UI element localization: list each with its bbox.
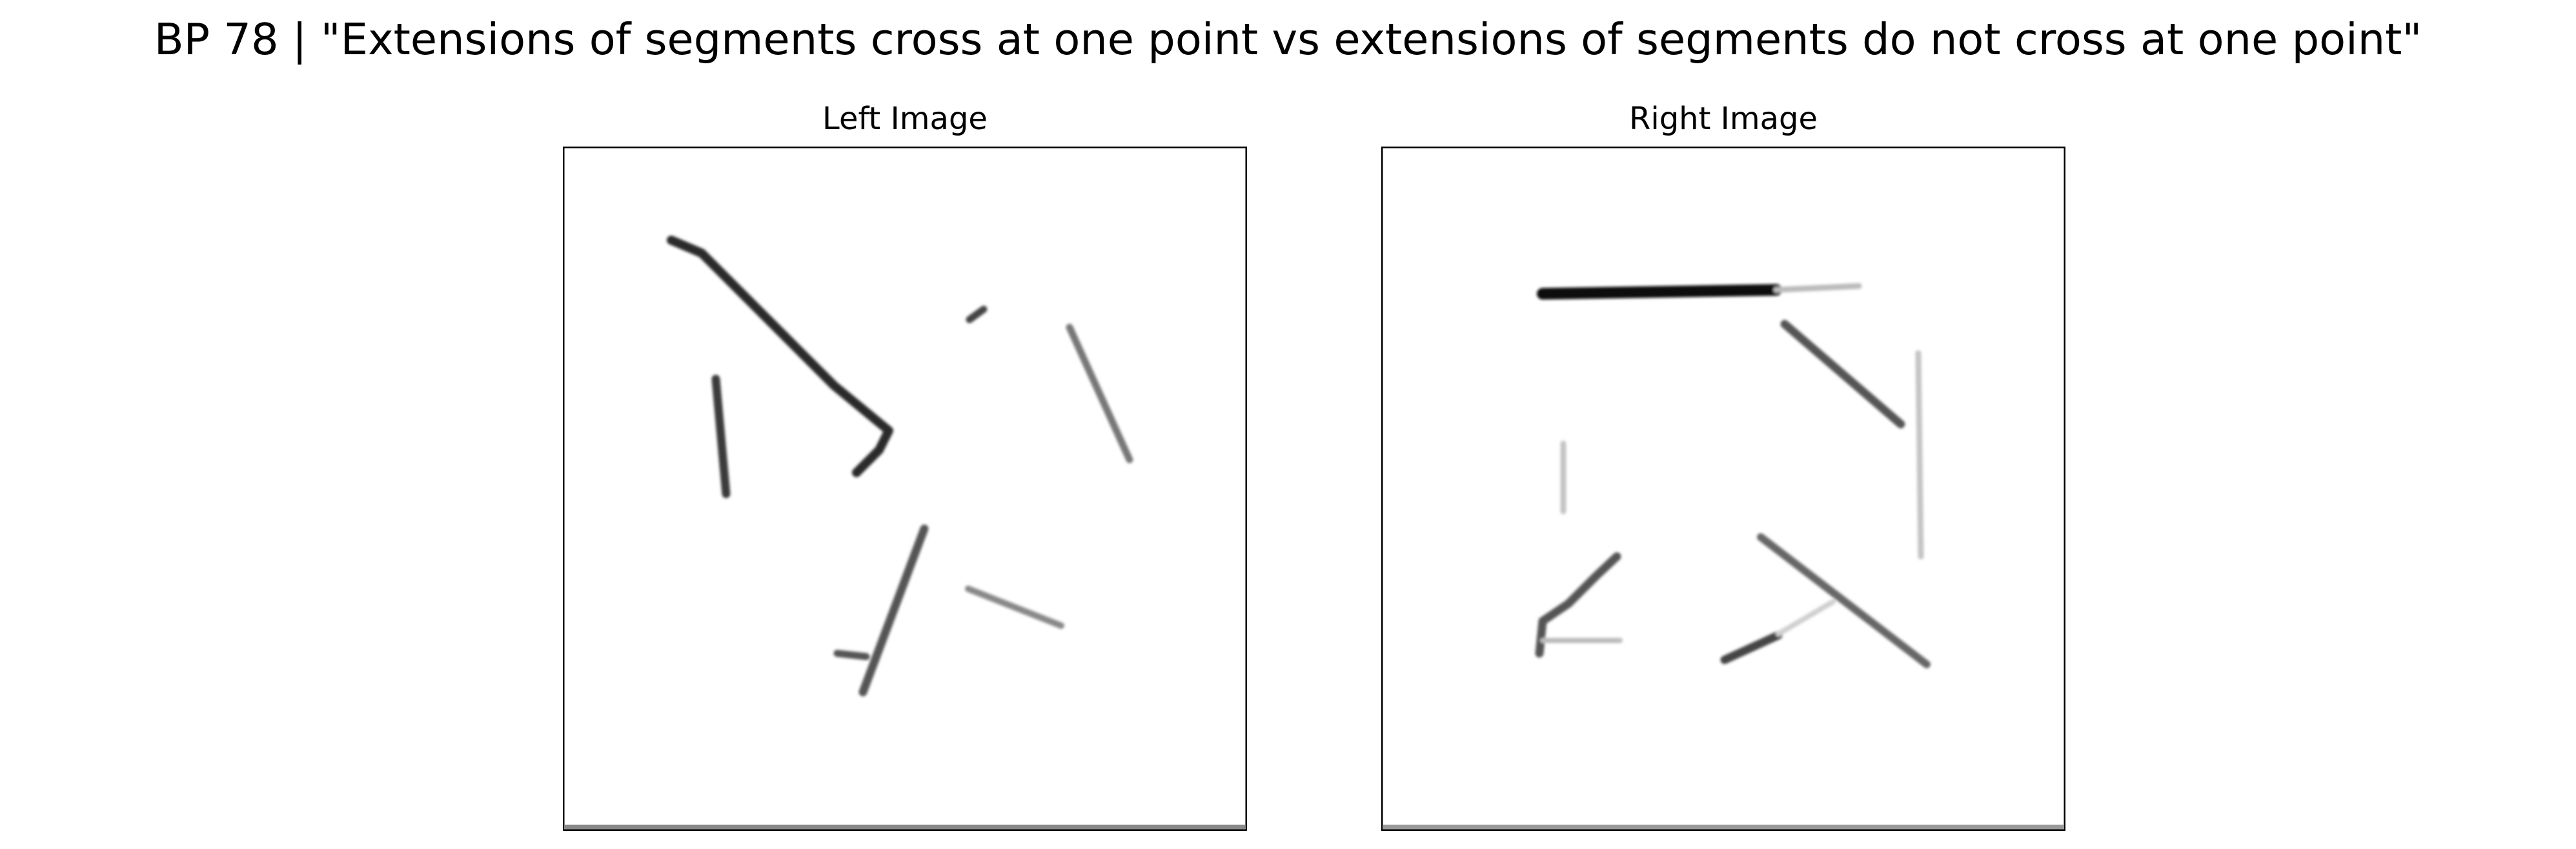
left-panel-title: Left Image xyxy=(822,101,988,137)
left-image-background xyxy=(563,147,1247,831)
left-image xyxy=(563,147,1247,831)
right-segment-lower-diagonal xyxy=(1757,533,1931,668)
right-image xyxy=(1381,147,2065,831)
right-segment-top-faint xyxy=(1773,283,1862,293)
left-segment-diagonal xyxy=(667,236,893,477)
right-segment-lower-left-bend xyxy=(1535,552,1621,658)
left-segment-lower-long xyxy=(858,524,929,697)
left-image-panel xyxy=(563,147,1247,831)
right-segment-top-bar xyxy=(1537,284,1782,300)
left-image-frame xyxy=(563,147,1247,831)
left-segment-right-diagonal xyxy=(1066,323,1133,464)
right-panel-title: Right Image xyxy=(1629,101,1818,137)
right-segment-diagonal xyxy=(1780,320,1905,429)
right-image-background xyxy=(1381,147,2065,831)
right-segment-lower-faint xyxy=(1776,599,1836,637)
left-segment-small-dash xyxy=(966,305,988,323)
left-segment-vertical xyxy=(711,374,731,498)
right-segment-right-vertical xyxy=(1915,350,1924,560)
right-image-frame xyxy=(1381,147,2065,831)
right-image-panel xyxy=(1381,147,2065,831)
figure-title: BP 78 | "Extensions of segments cross at… xyxy=(154,14,2422,65)
left-segment-lower-short xyxy=(833,650,870,660)
right-segment-lower-short xyxy=(1720,631,1783,664)
left-segment-mid-right xyxy=(965,586,1064,629)
